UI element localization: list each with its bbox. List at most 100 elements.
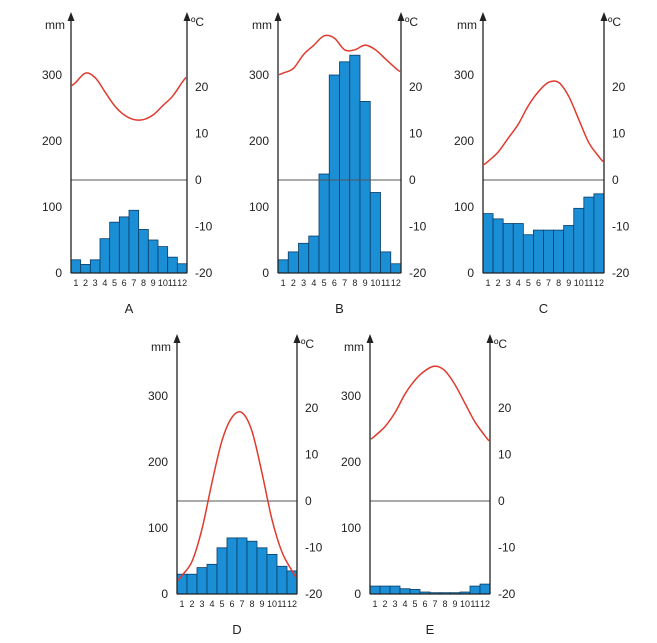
precip-unit-label: mm bbox=[151, 340, 171, 354]
month-tick-label: 3 bbox=[301, 278, 306, 288]
month-tick-label: 5 bbox=[112, 278, 117, 288]
month-tick-label: 9 bbox=[151, 278, 156, 288]
temperature-tick-label: -10 bbox=[195, 220, 213, 234]
temperature-tick-label: -20 bbox=[612, 266, 630, 280]
precip-axis-arrow bbox=[67, 12, 75, 21]
temperature-line-E bbox=[370, 365, 490, 442]
precip-bar-E-2 bbox=[379, 585, 391, 595]
chart-letter-label: D bbox=[232, 622, 241, 637]
month-tick-label: 12 bbox=[177, 278, 187, 288]
precip-bar-A-10 bbox=[157, 246, 169, 274]
month-tick-label: 12 bbox=[391, 278, 401, 288]
precip-bar-A-12 bbox=[176, 263, 188, 274]
temperature-tick-label: 10 bbox=[409, 127, 423, 141]
temperature-unit-label: ºC bbox=[494, 337, 507, 351]
temperature-axis-arrow bbox=[600, 12, 608, 21]
temperature-tick-label: 20 bbox=[498, 401, 512, 415]
precip-tick-label: 300 bbox=[148, 389, 168, 403]
temperature-tick-label: -20 bbox=[498, 587, 516, 601]
temperature-tick-label: 0 bbox=[498, 494, 505, 508]
month-tick-label: 1 bbox=[372, 599, 377, 609]
precip-bar-E-12 bbox=[479, 583, 491, 595]
precip-bar-D-6 bbox=[226, 537, 238, 595]
precip-bar-D-9 bbox=[256, 547, 268, 595]
precip-tick-label: 0 bbox=[467, 266, 474, 280]
precip-bar-D-5 bbox=[216, 547, 228, 595]
precip-bar-E-3 bbox=[389, 585, 401, 595]
month-tick-label: 3 bbox=[392, 599, 397, 609]
temperature-unit-label: ºC bbox=[608, 15, 621, 29]
precip-bar-E-1 bbox=[369, 585, 381, 595]
precip-tick-label: 200 bbox=[341, 455, 361, 469]
precip-bar-D-2 bbox=[186, 573, 198, 595]
temperature-tick-label: -20 bbox=[305, 587, 323, 601]
month-tick-label: 1 bbox=[179, 599, 184, 609]
temperature-tick-label: -10 bbox=[498, 541, 516, 555]
month-tick-label: 9 bbox=[363, 278, 368, 288]
precip-tick-label: 0 bbox=[262, 266, 269, 280]
temperature-axis-arrow bbox=[486, 334, 494, 343]
precip-bar-A-6 bbox=[118, 216, 130, 274]
month-tick-label: 6 bbox=[122, 278, 127, 288]
month-tick-label: 7 bbox=[239, 599, 244, 609]
temperature-tick-label: 10 bbox=[195, 127, 209, 141]
month-tick-label: 4 bbox=[102, 278, 107, 288]
precip-bar-C-8 bbox=[553, 229, 565, 274]
precip-bar-C-2 bbox=[492, 218, 504, 274]
precip-bar-A-5 bbox=[109, 221, 120, 274]
precip-bar-C-3 bbox=[502, 223, 514, 274]
precip-bar-C-1 bbox=[482, 213, 494, 274]
precip-unit-label: mm bbox=[45, 18, 65, 32]
precip-bar-C-7 bbox=[543, 229, 554, 274]
month-tick-label: 9 bbox=[452, 599, 457, 609]
temperature-tick-label: 20 bbox=[195, 80, 209, 94]
precip-bar-E-11 bbox=[469, 585, 481, 595]
precip-bar-B-12 bbox=[390, 263, 402, 274]
month-tick-label: 1 bbox=[73, 278, 78, 288]
month-tick-label: 8 bbox=[141, 278, 146, 288]
precip-bar-B-7 bbox=[339, 61, 351, 274]
precip-bar-C-12 bbox=[593, 193, 605, 274]
temperature-tick-label: -10 bbox=[409, 220, 427, 234]
chart-letter-label: A bbox=[125, 301, 134, 316]
temperature-tick-label: 0 bbox=[195, 173, 202, 187]
precip-bar-A-11 bbox=[167, 256, 178, 274]
temperature-tick-label: 10 bbox=[612, 127, 626, 141]
month-tick-label: 2 bbox=[382, 599, 387, 609]
precip-bar-D-1 bbox=[176, 573, 188, 595]
precip-unit-label: mm bbox=[252, 18, 272, 32]
month-tick-label: 8 bbox=[249, 599, 254, 609]
month-tick-label: 9 bbox=[566, 278, 571, 288]
precip-bar-A-8 bbox=[138, 229, 149, 274]
month-tick-label: 9 bbox=[259, 599, 264, 609]
precip-bar-C-5 bbox=[522, 234, 534, 274]
month-tick-label: 1 bbox=[281, 278, 286, 288]
temperature-axis-arrow bbox=[183, 12, 191, 21]
month-tick-label: 1 bbox=[486, 278, 491, 288]
precip-bar-B-10 bbox=[369, 192, 381, 274]
precip-bar-B-11 bbox=[380, 251, 392, 274]
temperature-tick-label: 10 bbox=[498, 448, 512, 462]
month-tick-label: 10 bbox=[158, 278, 168, 288]
precip-bar-B-2 bbox=[287, 251, 299, 274]
precip-axis-arrow bbox=[173, 334, 181, 343]
month-tick-label: 6 bbox=[422, 599, 427, 609]
precip-bar-D-11 bbox=[276, 565, 288, 595]
month-tick-label: 11 bbox=[168, 278, 177, 288]
month-tick-label: 5 bbox=[412, 599, 417, 609]
precip-unit-label: mm bbox=[344, 340, 364, 354]
temperature-unit-label: ºC bbox=[191, 15, 204, 29]
temperature-tick-label: 20 bbox=[305, 401, 319, 415]
precip-bar-B-5 bbox=[318, 173, 330, 274]
precip-tick-label: 100 bbox=[249, 200, 269, 214]
precip-bar-D-4 bbox=[206, 563, 218, 595]
month-tick-label: 6 bbox=[332, 278, 337, 288]
precip-bar-C-9 bbox=[563, 225, 575, 274]
precip-tick-label: 300 bbox=[341, 389, 361, 403]
temperature-tick-label: -10 bbox=[305, 541, 323, 555]
month-tick-label: 2 bbox=[496, 278, 501, 288]
